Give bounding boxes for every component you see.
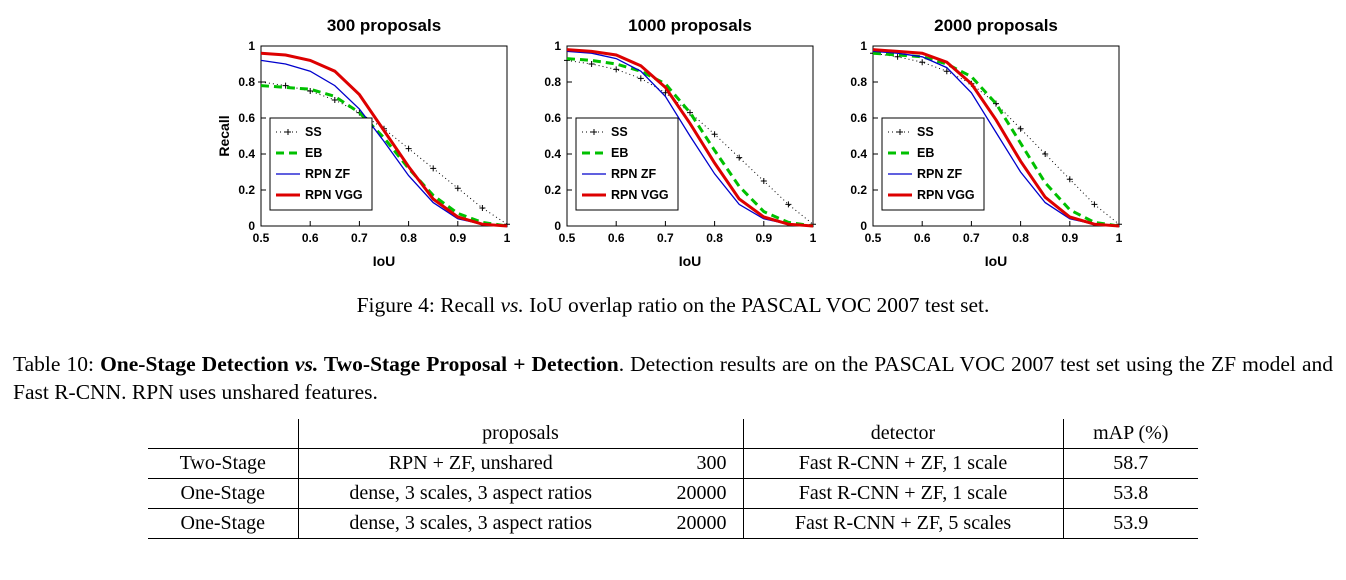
cell-proposal-count: 20000 bbox=[643, 478, 744, 509]
svg-text:0.8: 0.8 bbox=[544, 75, 561, 89]
cell-proposal-count: 20000 bbox=[643, 508, 744, 539]
svg-text:EB: EB bbox=[305, 146, 322, 160]
chart-title: 2000 proposals bbox=[934, 16, 1058, 35]
cell-stage: One-Stage bbox=[148, 478, 299, 509]
svg-text:0.7: 0.7 bbox=[351, 231, 368, 245]
svg-text:SS: SS bbox=[917, 125, 934, 139]
svg-text:0.4: 0.4 bbox=[544, 147, 561, 161]
svg-text:EB: EB bbox=[611, 146, 628, 160]
svg-text:0.5: 0.5 bbox=[253, 231, 270, 245]
svg-text:1: 1 bbox=[810, 231, 817, 245]
cell-detector: Fast R-CNN + ZF, 5 scales bbox=[743, 508, 1064, 539]
results-table: proposals detector mAP (%) Two-Stage RPN… bbox=[148, 418, 1198, 539]
figure-caption-text: IoU overlap ratio on the PASCAL VOC 2007… bbox=[523, 293, 990, 317]
svg-text:0.9: 0.9 bbox=[1061, 231, 1078, 245]
table-row: Two-Stage RPN + ZF, unshared 300 Fast R-… bbox=[148, 448, 1198, 479]
cell-map: 53.9 bbox=[1113, 511, 1149, 534]
svg-text:0.6: 0.6 bbox=[608, 231, 625, 245]
header-detector: detector bbox=[743, 418, 1064, 449]
svg-text:0.7: 0.7 bbox=[963, 231, 980, 245]
svg-text:0.6: 0.6 bbox=[544, 111, 561, 125]
svg-text:1: 1 bbox=[860, 39, 867, 53]
table-caption: Table 10: One-Stage Detection vs. Two-St… bbox=[13, 350, 1333, 407]
svg-text:0: 0 bbox=[248, 219, 255, 233]
table-caption-vs: vs. bbox=[294, 352, 319, 376]
cell-proposal-method: dense, 3 scales, 3 aspect ratios bbox=[349, 481, 593, 504]
table-caption-text: . Detection results are on the PASCAL VO… bbox=[13, 352, 1333, 405]
cell-stage: One-Stage bbox=[148, 508, 299, 539]
chart-2000-proposals: 2000 proposals 0.5 0.6 0.7 0.8 0.9 1 0 0.2 0.4 0.… bbox=[829, 14, 1129, 273]
svg-text:0.7: 0.7 bbox=[657, 231, 674, 245]
svg-text:0.8: 0.8 bbox=[238, 75, 255, 89]
svg-text:0.8: 0.8 bbox=[706, 231, 723, 245]
cell-map: 58.7 bbox=[1113, 451, 1149, 474]
svg-text:0.2: 0.2 bbox=[850, 183, 867, 197]
chart-1000-proposals: 1000 proposals 0.5 0.6 0.7 0.8 0.9 1 0 0.2 0.4 0.… bbox=[523, 14, 823, 273]
svg-text:0.9: 0.9 bbox=[449, 231, 466, 245]
svg-text:0.9: 0.9 bbox=[755, 231, 772, 245]
cell-stage: Two-Stage bbox=[148, 448, 299, 479]
cell-detector: Fast R-CNN + ZF, 1 scale bbox=[743, 448, 1064, 479]
svg-text:IoU: IoU bbox=[985, 253, 1008, 268]
figure-4-charts: 300 proposals 0.5 0.6 0.7 0.8 0.9 1 0 0.2 0.4 0.6… bbox=[0, 0, 1346, 273]
cell-map: 53.8 bbox=[1113, 481, 1149, 504]
svg-text:1: 1 bbox=[1116, 231, 1123, 245]
svg-text:0: 0 bbox=[860, 219, 867, 233]
header-proposals: proposals bbox=[298, 418, 744, 449]
svg-text:Recall: Recall bbox=[217, 115, 232, 156]
svg-text:IoU: IoU bbox=[373, 253, 396, 268]
svg-text:RPN ZF: RPN ZF bbox=[305, 167, 351, 181]
svg-text:0.4: 0.4 bbox=[238, 147, 255, 161]
header-map: mAP (%) bbox=[1093, 421, 1169, 444]
svg-text:SS: SS bbox=[305, 125, 322, 139]
chart-title: 1000 proposals bbox=[628, 16, 752, 35]
svg-text:0.6: 0.6 bbox=[914, 231, 931, 245]
svg-text:0.6: 0.6 bbox=[302, 231, 319, 245]
svg-text:0.6: 0.6 bbox=[238, 111, 255, 125]
table-caption-bold: One-Stage Detection bbox=[100, 352, 295, 376]
svg-text:0.5: 0.5 bbox=[865, 231, 882, 245]
svg-text:RPN ZF: RPN ZF bbox=[611, 167, 657, 181]
svg-text:EB: EB bbox=[917, 146, 934, 160]
svg-text:0.2: 0.2 bbox=[238, 183, 255, 197]
table-row: One-Stage dense, 3 scales, 3 aspect rati… bbox=[148, 478, 1198, 509]
svg-text:0.2: 0.2 bbox=[544, 183, 561, 197]
chart-title: 300 proposals bbox=[326, 16, 442, 35]
recall-vs-iou-plot: 0.5 0.6 0.7 0.8 0.9 1 0 0.2 0.4 0.6 0.8 1 IoU Recall S… bbox=[216, 39, 511, 269]
svg-text:RPN VGG: RPN VGG bbox=[305, 188, 363, 202]
cell-proposal-count: 300 bbox=[643, 448, 744, 479]
table-caption-label: Table 10: bbox=[13, 352, 101, 376]
table-header-row: proposals detector mAP (%) bbox=[148, 418, 1198, 449]
cell-detector: Fast R-CNN + ZF, 1 scale bbox=[743, 478, 1064, 509]
svg-text:IoU: IoU bbox=[679, 253, 702, 268]
cell-proposal-method: RPN + ZF, unshared bbox=[388, 451, 553, 474]
paper-page: 300 proposals 0.5 0.6 0.7 0.8 0.9 1 0 0.2 0.4 0.6… bbox=[0, 0, 1346, 539]
svg-text:RPN ZF: RPN ZF bbox=[917, 167, 963, 181]
svg-text:1: 1 bbox=[504, 231, 511, 245]
chart-300-proposals: 300 proposals 0.5 0.6 0.7 0.8 0.9 1 0 0.2 0.4 0.6… bbox=[216, 14, 517, 273]
recall-vs-iou-plot: 0.5 0.6 0.7 0.8 0.9 1 0 0.2 0.4 0.6 0.8 1 IoU SS EB RPN… bbox=[850, 39, 1123, 269]
recall-vs-iou-plot: 0.5 0.6 0.7 0.8 0.9 1 0 0.2 0.4 0.6 0.8 1 IoU SS EB RPN… bbox=[544, 39, 817, 269]
svg-text:0.4: 0.4 bbox=[850, 147, 867, 161]
table-caption-bold: Two-Stage Proposal + Detection bbox=[318, 352, 619, 376]
svg-text:0.8: 0.8 bbox=[1012, 231, 1029, 245]
svg-text:0.8: 0.8 bbox=[400, 231, 417, 245]
svg-text:1: 1 bbox=[248, 39, 255, 53]
figure-caption-text: Figure 4: Recall bbox=[356, 293, 501, 317]
svg-text:0: 0 bbox=[554, 219, 561, 233]
svg-text:SS: SS bbox=[611, 125, 628, 139]
svg-text:0.5: 0.5 bbox=[559, 231, 576, 245]
figure-caption: Figure 4: Recall vs. IoU overlap ratio o… bbox=[0, 293, 1346, 318]
table-row: One-Stage dense, 3 scales, 3 aspect rati… bbox=[148, 508, 1198, 539]
svg-text:0.8: 0.8 bbox=[850, 75, 867, 89]
cell-proposal-method: dense, 3 scales, 3 aspect ratios bbox=[349, 511, 593, 534]
svg-text:RPN VGG: RPN VGG bbox=[611, 188, 669, 202]
svg-text:1: 1 bbox=[554, 39, 561, 53]
svg-text:0.6: 0.6 bbox=[850, 111, 867, 125]
svg-text:RPN VGG: RPN VGG bbox=[917, 188, 975, 202]
header-stage bbox=[148, 418, 299, 449]
figure-caption-vs: vs. bbox=[500, 293, 524, 317]
